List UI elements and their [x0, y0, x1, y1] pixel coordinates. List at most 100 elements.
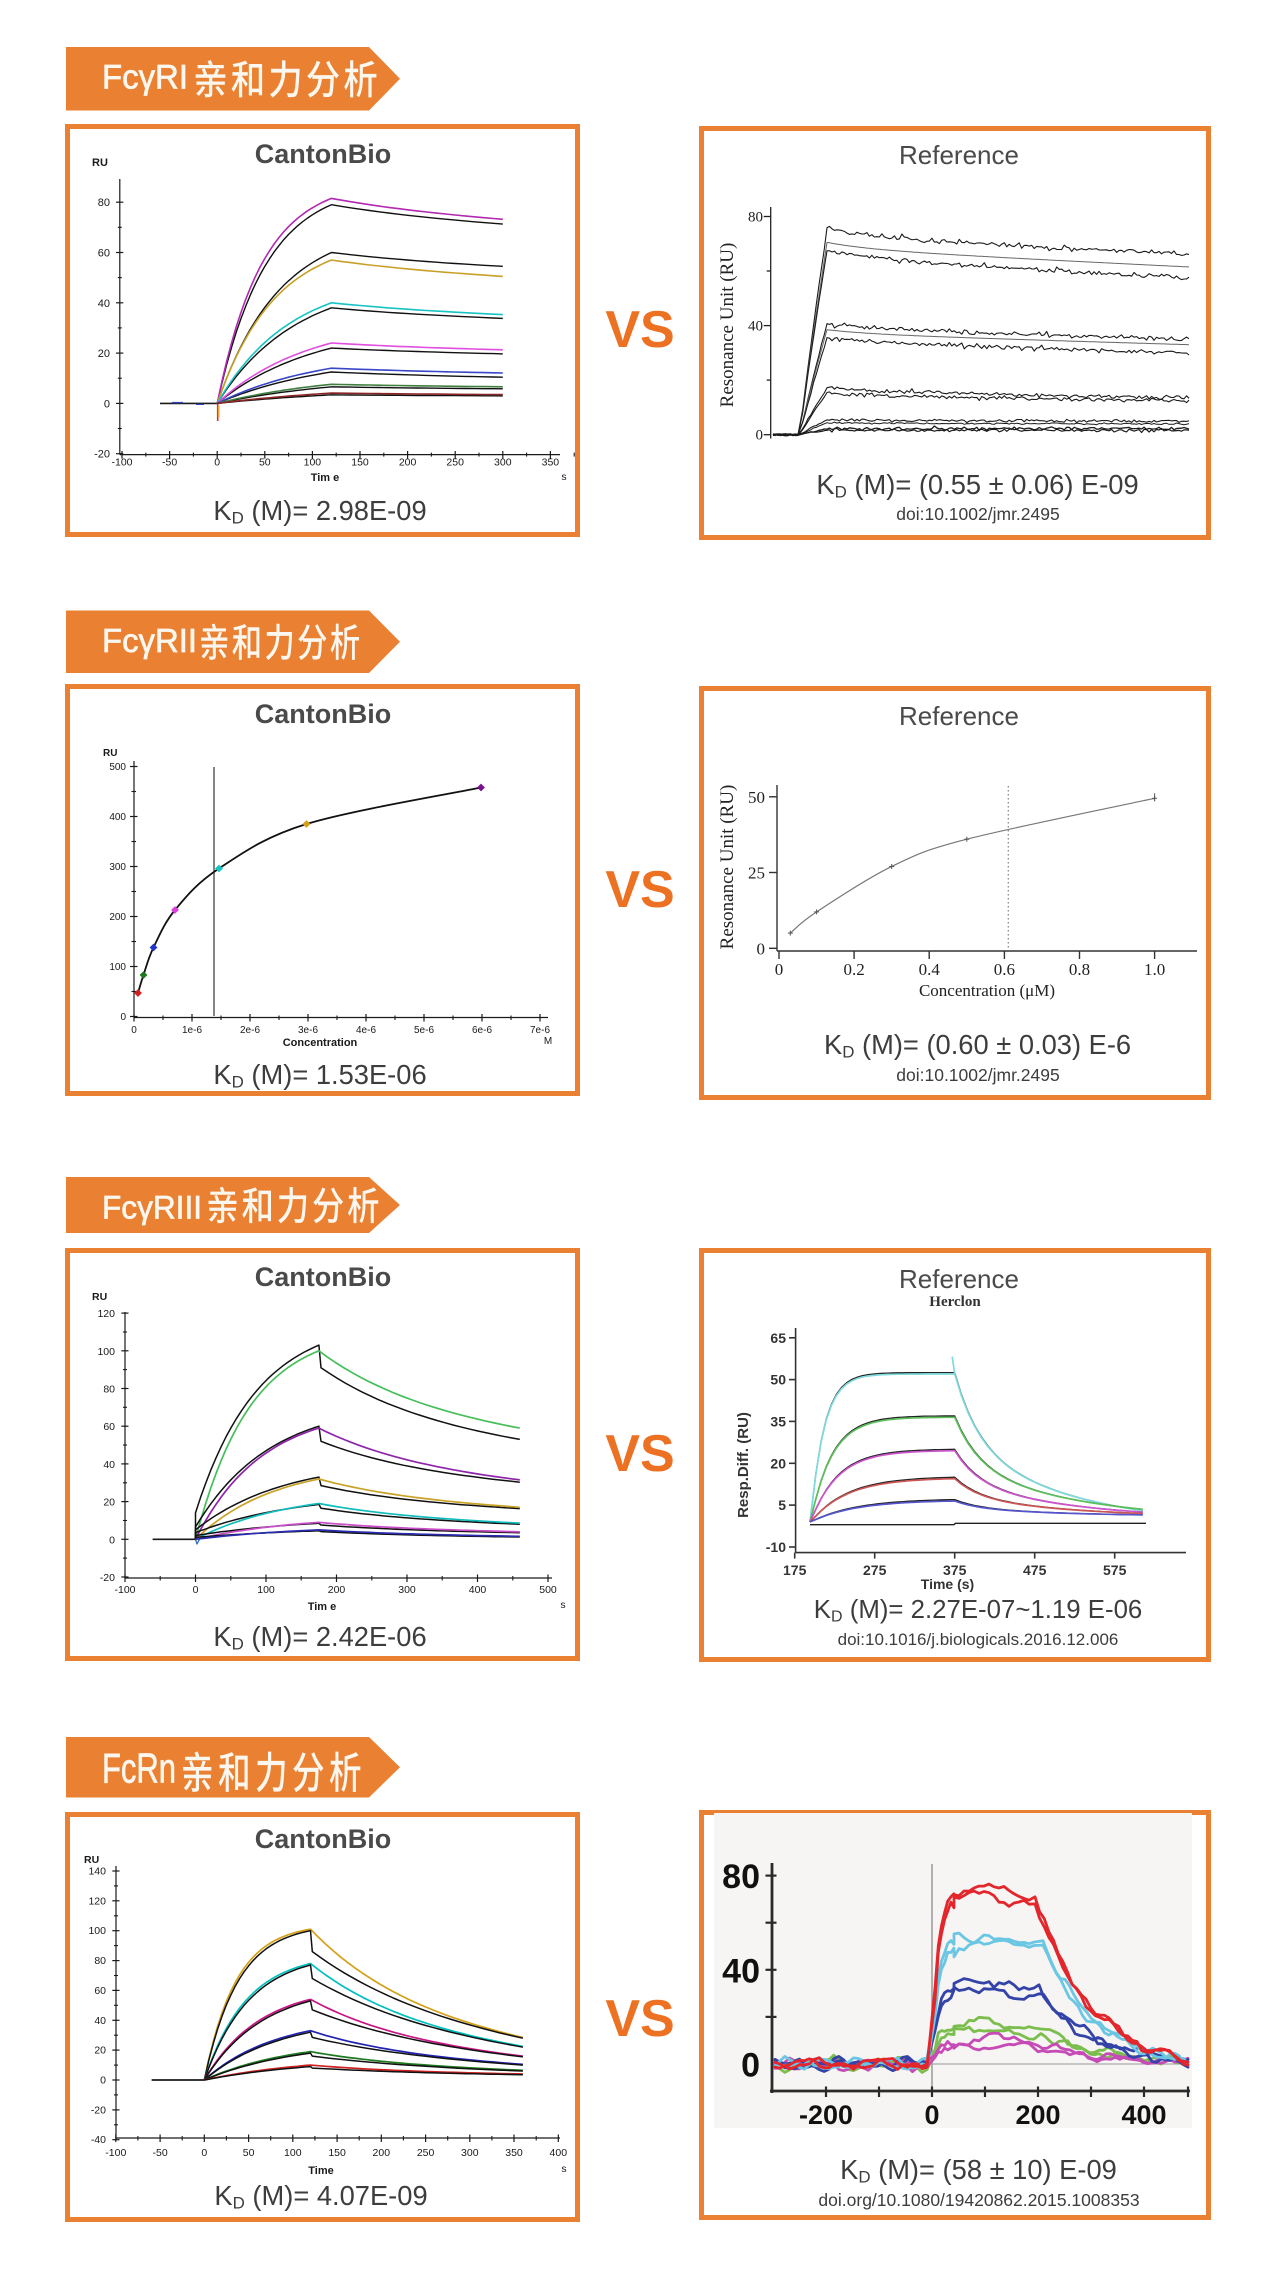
svg-text:5e-6: 5e-6: [414, 1025, 434, 1036]
svg-text:4e-6: 4e-6: [356, 1025, 376, 1036]
svg-text:KD (M)= 2.98E-09: KD (M)= 2.98E-09: [213, 495, 426, 528]
svg-text:80: 80: [748, 210, 763, 226]
svg-text:VS: VS: [605, 1990, 674, 2048]
svg-text:KD (M)= 2.27E-07~1.19 E-06: KD (M)= 2.27E-07~1.19 E-06: [814, 1596, 1142, 1625]
svg-text:0: 0: [741, 2047, 760, 2085]
svg-text:200: 200: [1015, 2100, 1060, 2130]
svg-text:KD (M)= (58 ± 10) E-09: KD (M)= (58 ± 10) E-09: [840, 2154, 1117, 2187]
svg-text:Tim e: Tim e: [311, 472, 340, 484]
svg-text:Reference: Reference: [899, 140, 1019, 170]
svg-text:-40: -40: [91, 2134, 106, 2146]
svg-text:150: 150: [328, 2147, 346, 2159]
svg-text:175: 175: [783, 1562, 807, 1578]
svg-text:300: 300: [494, 457, 512, 469]
svg-text:80: 80: [98, 197, 110, 209]
svg-text:doi:10.1016/j.biologicals.2016: doi:10.1016/j.biologicals.2016.12.006: [838, 1630, 1119, 1649]
svg-text:0: 0: [104, 398, 110, 410]
svg-text:1.0: 1.0: [1144, 960, 1165, 979]
svg-text:475: 475: [1023, 1562, 1047, 1578]
svg-text:-50: -50: [162, 457, 177, 469]
svg-text:80: 80: [103, 1384, 115, 1396]
svg-text:20: 20: [103, 1497, 115, 1509]
svg-text:Resonance Unit (RU): Resonance Unit (RU): [717, 785, 738, 950]
svg-text:375: 375: [943, 1562, 967, 1578]
svg-text:0: 0: [214, 457, 220, 469]
svg-text:Reference: Reference: [899, 701, 1019, 731]
svg-text:VS: VS: [605, 861, 674, 919]
svg-text:50: 50: [770, 1372, 786, 1388]
svg-text:500: 500: [539, 1584, 557, 1596]
svg-text:275: 275: [863, 1562, 887, 1578]
svg-text:50: 50: [748, 788, 765, 807]
svg-text:7e-6: 7e-6: [530, 1025, 550, 1036]
svg-text:VS: VS: [605, 1425, 674, 1483]
svg-text:doi.org/10.1080/19420862.2015.: doi.org/10.1080/19420862.2015.1008353: [818, 2190, 1139, 2210]
svg-text:M: M: [544, 1036, 552, 1047]
svg-text:200: 200: [399, 457, 417, 469]
svg-text:Time: Time: [308, 2165, 333, 2177]
svg-text:0.2: 0.2: [843, 960, 864, 979]
svg-text:Time (s): Time (s): [921, 1576, 974, 1592]
svg-text:0: 0: [109, 1534, 115, 1546]
svg-text:40: 40: [748, 319, 763, 335]
svg-text:KD (M)= (0.60 ± 0.03) E-6: KD (M)= (0.60 ± 0.03) E-6: [824, 1029, 1131, 1062]
svg-text:100: 100: [257, 1584, 275, 1596]
svg-text:0.6: 0.6: [994, 960, 1015, 979]
svg-text:0: 0: [924, 2100, 939, 2130]
svg-text:Tim e: Tim e: [308, 1601, 337, 1613]
svg-text:Resonance Unit (RU): Resonance Unit (RU): [717, 243, 738, 408]
svg-text:50: 50: [259, 457, 271, 469]
svg-text:20: 20: [94, 2045, 106, 2057]
svg-text:0.8: 0.8: [1069, 960, 1090, 979]
svg-text:200: 200: [373, 2147, 391, 2159]
svg-text:200: 200: [109, 912, 126, 923]
svg-text:40: 40: [94, 2015, 106, 2027]
svg-text:0: 0: [193, 1584, 199, 1596]
svg-text:400: 400: [1121, 2100, 1166, 2130]
svg-text:0: 0: [131, 1025, 137, 1036]
svg-text:0: 0: [100, 2075, 106, 2087]
svg-text:FcγRII: FcγRII: [102, 622, 197, 659]
svg-text:100: 100: [97, 1346, 115, 1358]
svg-text:350: 350: [505, 2147, 523, 2159]
svg-text:120: 120: [88, 1895, 106, 1907]
svg-text:Herclon: Herclon: [929, 1294, 981, 1310]
svg-text:FcγRI: FcγRI: [102, 59, 188, 97]
svg-text:120: 120: [97, 1308, 115, 1320]
svg-text:60: 60: [103, 1421, 115, 1433]
svg-text:6e-6: 6e-6: [472, 1025, 492, 1036]
svg-text:20: 20: [770, 1455, 786, 1471]
svg-text:s: s: [560, 1599, 565, 1611]
svg-text:100: 100: [88, 1925, 106, 1937]
svg-text:s: s: [561, 471, 566, 483]
svg-text:60: 60: [98, 248, 110, 260]
svg-text:Concentration: Concentration: [283, 1037, 358, 1049]
svg-text:250: 250: [417, 2147, 435, 2159]
svg-text:-20: -20: [94, 449, 110, 461]
svg-text:FcRn: FcRn: [102, 1744, 176, 1791]
svg-text:200: 200: [328, 1584, 346, 1596]
svg-text:-20: -20: [91, 2104, 106, 2116]
svg-text:575: 575: [1103, 1562, 1127, 1578]
svg-text:250: 250: [446, 457, 464, 469]
svg-text:KD (M)= (0.55 ± 0.06) E-09: KD (M)= (0.55 ± 0.06) E-09: [816, 469, 1138, 502]
svg-text:35: 35: [770, 1413, 786, 1429]
svg-text:CantonBio: CantonBio: [255, 139, 391, 169]
svg-text:s: s: [561, 2163, 566, 2175]
svg-text:300: 300: [461, 2147, 479, 2159]
svg-text:-100: -100: [105, 2147, 126, 2159]
svg-text:350: 350: [542, 457, 560, 469]
svg-text:500: 500: [109, 762, 126, 773]
svg-text:150: 150: [351, 457, 369, 469]
svg-text:0: 0: [775, 960, 784, 979]
svg-text:-50: -50: [153, 2147, 168, 2159]
svg-text:65: 65: [770, 1330, 786, 1346]
svg-text:3e-6: 3e-6: [298, 1025, 318, 1036]
svg-text:KD (M)= 1.53E-06: KD (M)= 1.53E-06: [213, 1059, 426, 1092]
svg-text:doi:10.1002/jmr.2495: doi:10.1002/jmr.2495: [896, 1065, 1059, 1085]
svg-text:RU: RU: [92, 157, 108, 169]
svg-text:CantonBio: CantonBio: [255, 1262, 391, 1292]
svg-text:20: 20: [98, 348, 110, 360]
svg-text:300: 300: [109, 862, 126, 873]
svg-text:0: 0: [757, 939, 766, 958]
